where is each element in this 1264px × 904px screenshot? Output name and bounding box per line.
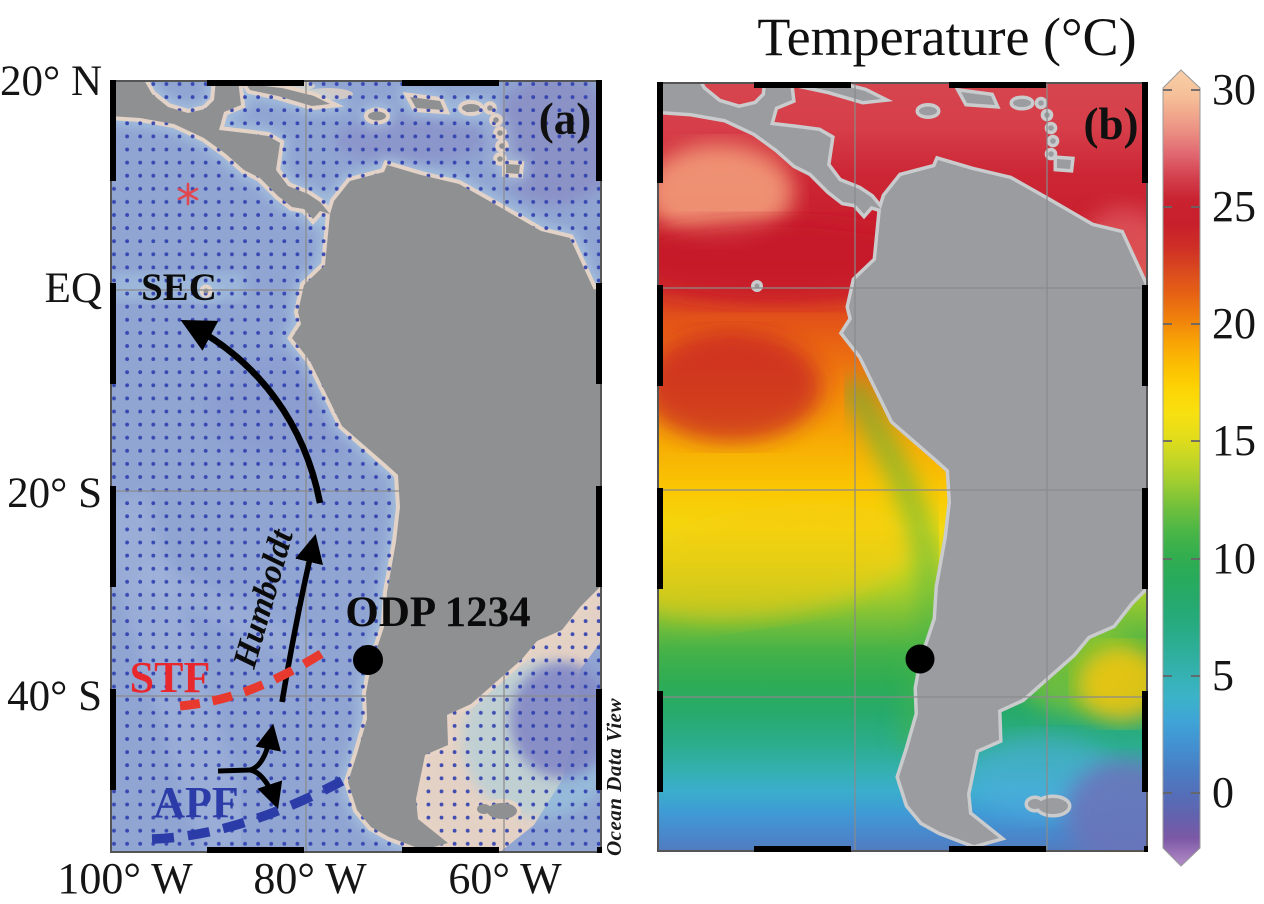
stf-front-label: STF (129, 653, 211, 702)
site-label: ODP 1234 (345, 589, 531, 636)
site-marker-b (905, 644, 935, 674)
split-flow-arrows (217, 723, 283, 810)
site-marker-a (353, 645, 383, 675)
colorbar-tick-10: 10 (1212, 534, 1256, 583)
lat-tick-40s: 40° S (7, 673, 102, 720)
panel-b-title: Temperature (°C) (757, 7, 1137, 67)
lon-tick-80w: 80° W (253, 854, 367, 903)
panel-b-label: (b) (1083, 99, 1139, 149)
colorbar-tick-25: 25 (1212, 182, 1256, 231)
sec-current-label: SEC (141, 266, 217, 309)
frame-a (110, 80, 602, 853)
gridlines-b (657, 82, 1148, 852)
humboldt-current-arrow (279, 534, 324, 703)
colorbar-gradient (1162, 69, 1201, 867)
sec-current-arrow (180, 320, 324, 504)
apf-front-label: APF (153, 778, 239, 827)
map-panel-a (110, 80, 602, 853)
colorbar (1162, 69, 1201, 867)
stf-front-line (179, 643, 335, 711)
lat-tick-20n: 20° N (0, 58, 102, 105)
lon-tick-100w: 100° W (57, 854, 193, 903)
frame-b (657, 82, 1148, 852)
colorbar-tick-0: 0 (1212, 768, 1234, 817)
reference-asterisk (177, 182, 199, 206)
lon-tick-60w: 60° W (448, 854, 562, 903)
odv-credit: Ocean Data View (602, 698, 626, 856)
colorbar-tick-marks (1163, 89, 1200, 794)
colorbar-tick-5: 5 (1212, 651, 1234, 700)
colorbar-tick-15: 15 (1212, 416, 1256, 465)
colorbar-tick-30: 30 (1212, 65, 1256, 114)
colorbar-tick-20: 20 (1212, 299, 1256, 348)
map-panel-b (657, 82, 1148, 852)
lat-tick-20s: 20° S (7, 470, 102, 517)
lat-tick-eq: EQ (44, 265, 102, 312)
panel-a-label: (a) (538, 94, 592, 144)
